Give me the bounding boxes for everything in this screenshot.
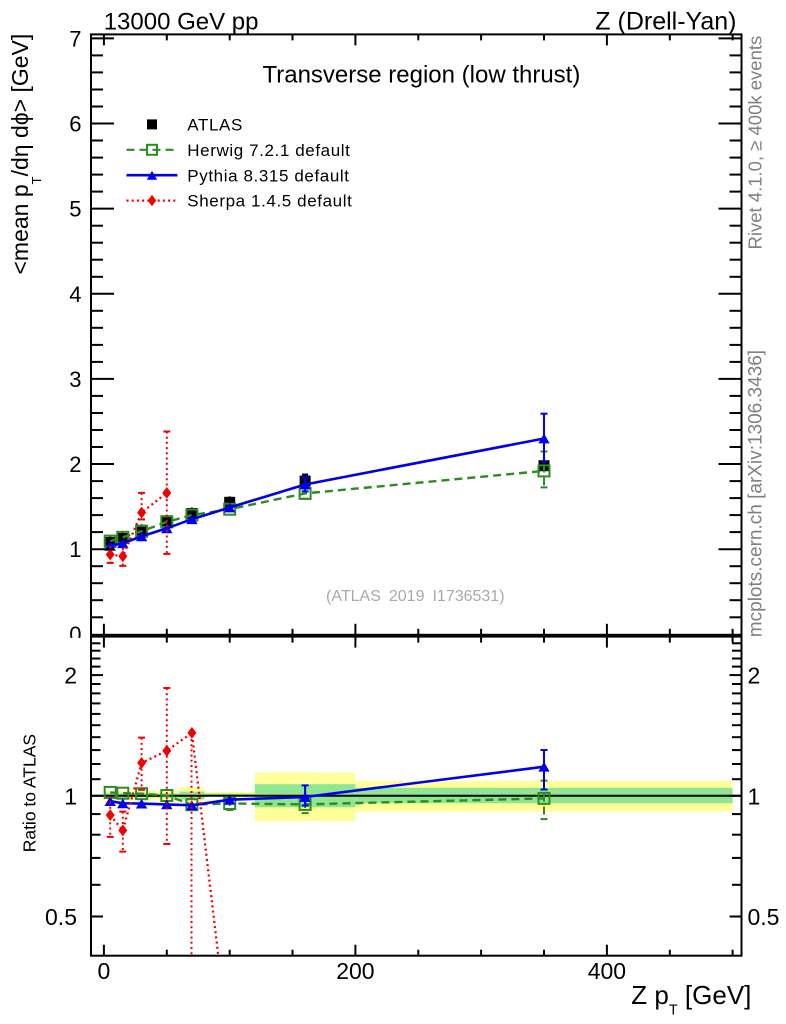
svg-text:(ATLAS 2019 I1736531): (ATLAS 2019 I1736531) [326,588,504,605]
svg-text:13000 GeV pp: 13000 GeV pp [104,9,259,36]
svg-text:ATLAS: ATLAS [187,116,243,135]
svg-text:400: 400 [588,958,626,984]
svg-text:0: 0 [98,958,111,984]
svg-text:0.5: 0.5 [748,904,780,930]
svg-text:0.5: 0.5 [45,904,77,930]
svg-text:Ratio to ATLAS: Ratio to ATLAS [20,734,40,852]
svg-text:2: 2 [64,663,77,689]
svg-text:1: 1 [748,783,761,809]
svg-text:mcplots.cern.ch [arXiv:1306.34: mcplots.cern.ch [arXiv:1306.3436] [746,350,767,637]
svg-text:7: 7 [69,26,81,51]
svg-text:3: 3 [69,367,81,392]
svg-text:Transverse region (low thrust): Transverse region (low thrust) [262,62,580,89]
svg-text:Sherpa 1.4.5 default: Sherpa 1.4.5 default [187,192,352,211]
svg-text:5: 5 [69,197,81,222]
svg-text:Z pT [GeV]: Z pT [GeV] [631,980,751,1019]
svg-text:2: 2 [69,452,81,477]
svg-text:200: 200 [336,958,374,984]
svg-text:1: 1 [69,537,81,562]
svg-text:Pythia 8.315 default: Pythia 8.315 default [187,166,349,185]
svg-text:2: 2 [748,663,761,689]
svg-text:Z (Drell-Yan): Z (Drell-Yan) [595,8,736,36]
svg-text:4: 4 [69,282,81,307]
svg-text:Rivet 4.1.0, ≥ 400k events: Rivet 4.1.0, ≥ 400k events [744,36,765,250]
svg-text:6: 6 [69,112,81,137]
svg-text:1: 1 [64,783,77,809]
svg-text:Herwig 7.2.1 default: Herwig 7.2.1 default [187,141,350,160]
